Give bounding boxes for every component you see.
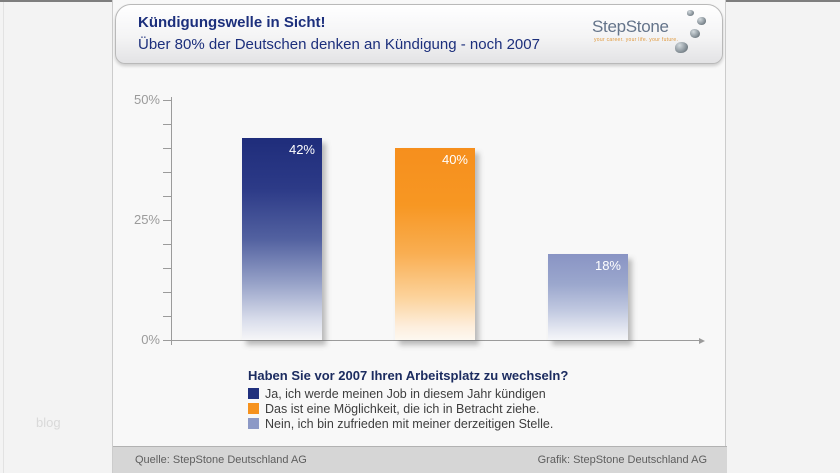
stepstone-tagline: your career. your life. your future.: [594, 37, 679, 43]
graphic-credit: Grafik: StepStone Deutschland AG: [537, 454, 707, 466]
stone-icon: [675, 42, 688, 53]
page-left-rule: [3, 2, 4, 473]
legend-swatch-lightblue: [248, 418, 259, 429]
bar-1: 40%: [395, 148, 475, 340]
legend: Haben Sie vor 2007 Ihren Arbeitsplatz zu…: [248, 368, 688, 432]
legend-label: Nein, ich bin zufrieden mit meiner derze…: [265, 417, 554, 431]
stone-icon: [697, 17, 706, 25]
stone-icon: [690, 29, 700, 38]
legend-swatch-orange: [248, 403, 259, 414]
footer: Quelle: StepStone Deutschland AG Grafik:…: [113, 446, 727, 473]
legend-label: Ja, ich werde meinen Job in diesem Jahr …: [265, 387, 546, 401]
stepstone-wordmark: StepStone: [592, 17, 669, 36]
y-axis-tick: [163, 124, 172, 125]
legend-item: Das ist eine Möglichkeit, die ich in Bet…: [248, 402, 688, 417]
y-axis-tick: [163, 316, 172, 317]
y-axis-tick: [163, 172, 172, 173]
y-axis-tick: [163, 148, 172, 149]
bar-value-label: 40%: [441, 152, 468, 167]
y-axis-tick: [163, 292, 172, 293]
y-axis-tick: [163, 220, 172, 221]
y-axis-tick: [163, 196, 172, 197]
legend-title: Haben Sie vor 2007 Ihren Arbeitsplatz zu…: [248, 368, 569, 383]
blog-watermark: blog: [36, 415, 61, 430]
source-credit: Quelle: StepStone Deutschland AG: [135, 454, 307, 466]
y-axis-label: 0%: [141, 332, 160, 347]
bar-value-label: 42%: [288, 142, 315, 158]
stone-icon: [687, 10, 694, 16]
y-axis-tick: [163, 100, 172, 101]
y-axis-label: 50%: [133, 92, 160, 107]
bar-2: 18%: [548, 253, 628, 340]
page-title: Kündigungswelle in Sicht!: [138, 14, 326, 31]
legend-swatch-blue: [248, 388, 259, 399]
legend-label: Das ist eine Möglichkeit, die ich in Bet…: [265, 402, 540, 416]
x-axis-line: [164, 340, 700, 341]
x-axis-arrow-icon: [699, 337, 705, 344]
y-axis-tick: [163, 268, 172, 269]
header: Kündigungswelle in Sicht! Über 80% der D…: [115, 4, 723, 64]
y-axis-tick: [163, 340, 172, 341]
bar-value-label: 18%: [594, 257, 621, 273]
bar-0: 42%: [242, 138, 322, 340]
stepstone-logo: StepStone your career. your life. your f…: [592, 10, 710, 60]
page-subtitle: Über 80% der Deutschen denken an Kündigu…: [138, 36, 540, 53]
y-axis-label: 25%: [133, 212, 160, 227]
y-axis-tick: [163, 244, 172, 245]
legend-item: Ja, ich werde meinen Job in diesem Jahr …: [248, 387, 688, 402]
y-axis-line: [171, 97, 172, 345]
legend-item: Nein, ich bin zufrieden mit meiner derze…: [248, 417, 688, 432]
